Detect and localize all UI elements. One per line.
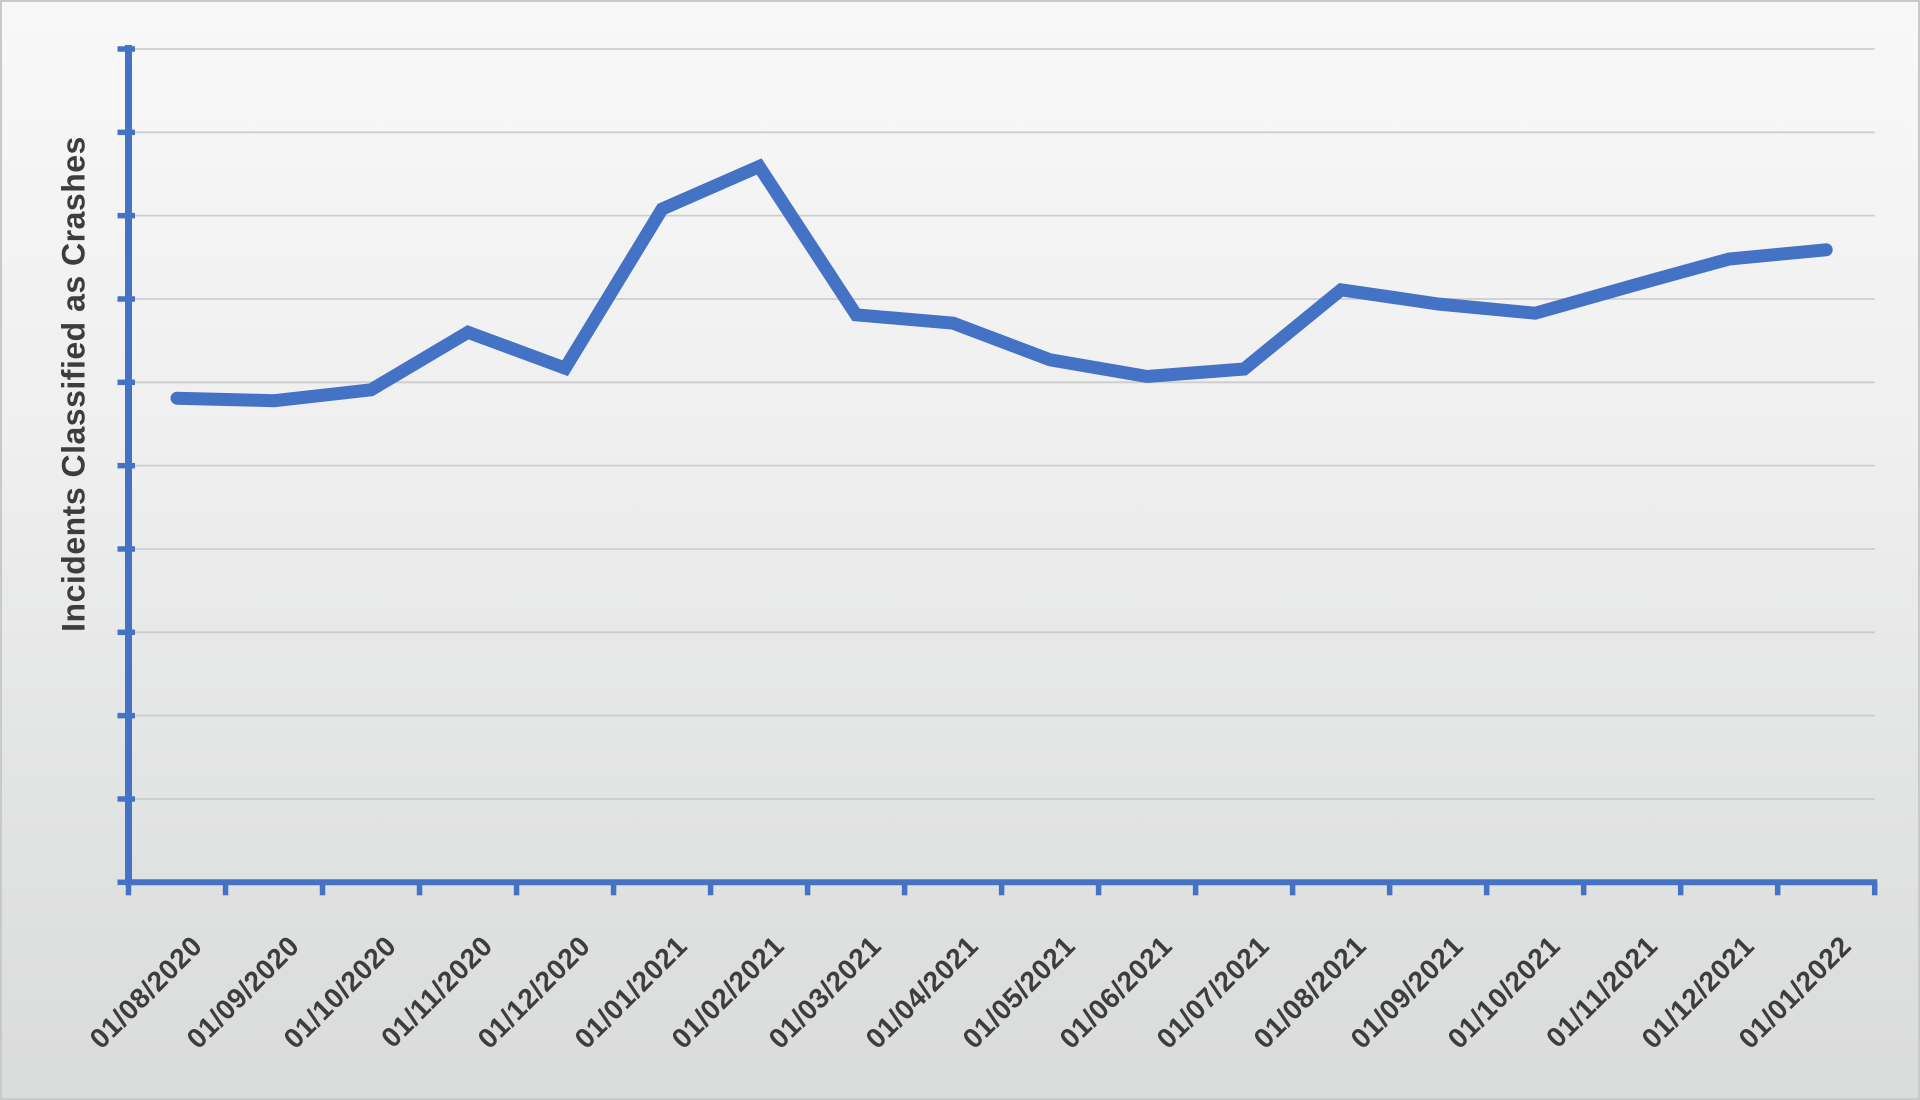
x-tick: [222, 881, 229, 896]
x-tick: [610, 881, 617, 896]
x-tick: [319, 881, 326, 896]
x-tick: [125, 881, 132, 896]
axes: [117, 45, 1878, 896]
x-tick: [1289, 881, 1296, 896]
y-tick: [117, 129, 135, 136]
y-tick: [117, 629, 135, 636]
x-tick: [1483, 881, 1490, 896]
y-tick: [117, 212, 135, 219]
y-tick: [117, 796, 135, 802]
x-tick: [1192, 881, 1199, 896]
x-tick: [707, 881, 714, 896]
x-tick: [1677, 881, 1684, 896]
y-tick: [117, 546, 135, 552]
y-tick: [117, 46, 135, 52]
data-series-line: [170, 158, 1833, 408]
x-tick: [513, 881, 520, 896]
x-tick: [1774, 881, 1781, 896]
x-tick: [416, 881, 423, 896]
x-axis-ticks: [125, 881, 1878, 896]
y-tick: [117, 379, 135, 386]
y-tick: [117, 712, 135, 719]
x-tick: [998, 881, 1005, 896]
y-tick: [117, 296, 135, 302]
y-axis-title: Incidents Classified as Crashes: [55, 136, 92, 632]
x-tick: [1095, 881, 1102, 896]
y-tick: [117, 462, 135, 469]
gridlines: [130, 48, 1875, 800]
x-tick: [804, 881, 811, 896]
x-tick: [1871, 881, 1878, 896]
x-tick: [901, 881, 908, 896]
x-tick: [1386, 881, 1393, 896]
x-tick: [1580, 881, 1587, 896]
